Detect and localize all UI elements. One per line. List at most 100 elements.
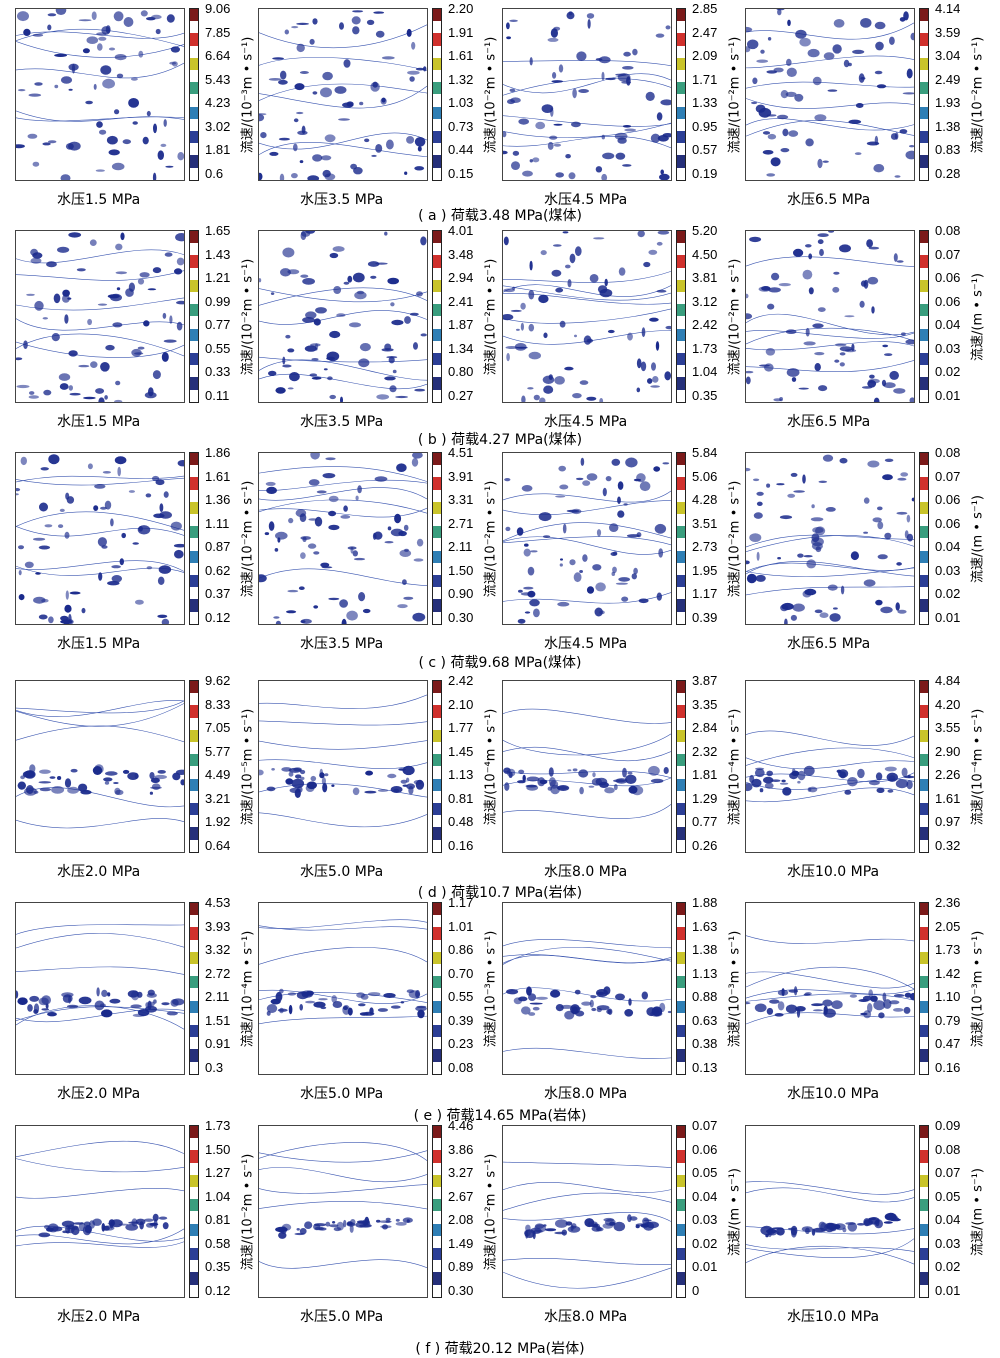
contour-line — [16, 725, 184, 743]
fracture-cluster — [903, 11, 909, 21]
colorbar-segment — [433, 562, 441, 576]
colorbar-segment — [190, 477, 198, 490]
colorbar-tick-label: 0.07 — [935, 246, 961, 262]
fracture-cluster — [667, 1010, 671, 1014]
fracture-cluster — [149, 791, 153, 795]
panel-label: 水压8.0 MPa — [544, 864, 628, 880]
colorbar-segment — [433, 489, 441, 502]
fracture-cluster — [328, 510, 337, 517]
flow-map — [15, 902, 185, 1075]
fracture-cluster — [525, 1230, 529, 1239]
fracture-cluster — [882, 344, 889, 348]
colorbar-segment — [190, 1037, 198, 1050]
colorbar-segment — [920, 766, 928, 779]
colorbar-segment — [920, 21, 928, 34]
colorbar-segment — [190, 1260, 198, 1273]
fracture-cluster — [81, 607, 86, 614]
fracture-cluster — [259, 278, 262, 283]
fracture-cluster — [386, 139, 394, 150]
colorbar-segment — [190, 118, 198, 132]
colorbar-unit-text: 流速/(10⁻²m • s⁻¹) — [240, 1153, 256, 1270]
colorbar-tick-label: 5.43 — [205, 71, 231, 87]
colorbar-segment — [677, 550, 685, 563]
colorbar-segment — [920, 742, 928, 755]
fracture-cluster — [807, 48, 820, 58]
colorbar-tick-labels: 9.62 8.33 7.05 5.77 4.49 3.21 1.92 0.64 — [205, 674, 245, 853]
fracture-cluster — [622, 164, 632, 167]
fracture-cluster — [62, 289, 70, 297]
fracture-cluster — [810, 517, 824, 522]
fracture-cluster — [78, 19, 92, 22]
fracture-cluster — [51, 786, 65, 794]
fracture-cluster — [518, 118, 529, 125]
fracture-cluster — [803, 341, 816, 346]
fracture-cluster — [312, 154, 323, 162]
flow-field-map — [746, 454, 914, 624]
colorbar-tick-label: 0.39 — [448, 1012, 474, 1028]
flow-map — [502, 902, 672, 1075]
fracture-cluster — [790, 472, 798, 477]
fracture-cluster — [767, 303, 775, 310]
fracture-cluster — [521, 1006, 531, 1015]
colorbar-tick-label: 0.83 — [935, 142, 961, 157]
colorbar-tick-label: 1.50 — [205, 1141, 231, 1157]
colorbar-segment — [433, 316, 441, 329]
panel-label: 水压1.5 MPa — [57, 414, 141, 430]
fracture-cluster — [568, 11, 573, 16]
fracture-cluster — [759, 788, 764, 793]
fracture-cluster — [808, 253, 813, 260]
fracture-cluster — [301, 125, 306, 134]
colorbar-segment — [190, 1211, 198, 1224]
fracture-cluster — [647, 378, 653, 384]
fracture-cluster — [582, 554, 588, 562]
fracture-cluster — [579, 570, 583, 573]
fracture-cluster — [823, 1008, 836, 1018]
fracture-cluster — [854, 152, 862, 156]
contour-line — [746, 1181, 914, 1195]
fracture-cluster — [104, 781, 110, 785]
contour-line — [746, 586, 914, 596]
colorbar-tick-label: 0.37 — [205, 586, 231, 601]
fracture-cluster — [48, 140, 57, 144]
fracture-cluster — [795, 1006, 806, 1012]
fracture-cluster — [313, 605, 319, 609]
fracture-cluster — [572, 768, 578, 772]
fracture-cluster — [784, 618, 788, 624]
fracture-cluster — [550, 989, 561, 998]
colorbar-tick-label: 0.03 — [935, 340, 961, 356]
colorbar-unit-label: 流速/(10⁻²m • s⁻¹) — [724, 230, 743, 403]
fracture-cluster — [333, 286, 342, 294]
fracture-cluster — [899, 129, 908, 134]
colorbar-unit-label: 流速/(10⁻⁵m • s⁻¹) — [237, 680, 256, 853]
contour-line — [259, 812, 427, 828]
fracture-cluster — [275, 531, 288, 540]
fracture-cluster — [17, 997, 28, 1005]
contour-line — [16, 703, 184, 727]
fracture-cluster — [528, 1012, 536, 1016]
colorbar-tick-label: 0.04 — [692, 1188, 718, 1204]
fracture-cluster — [145, 493, 152, 498]
colorbar-tick-label: 0.07 — [692, 1118, 718, 1133]
fracture-cluster — [339, 599, 348, 608]
fracture-cluster — [878, 1012, 885, 1019]
fracture-cluster — [560, 1004, 573, 1009]
fracture-cluster — [579, 380, 589, 385]
fracture-cluster — [527, 590, 536, 598]
fracture-cluster — [132, 121, 138, 125]
colorbar-segment — [433, 693, 441, 706]
colorbar-segment — [920, 231, 928, 244]
fracture-cluster — [857, 1223, 865, 1226]
fracture-cluster — [415, 67, 425, 71]
fracture-cluster — [394, 513, 402, 524]
colorbar-tick-label: 2.41 — [448, 293, 474, 309]
colorbar-segment — [190, 1199, 198, 1212]
fracture-cluster — [839, 244, 851, 253]
contour-line — [746, 561, 914, 577]
fracture-cluster — [594, 607, 603, 617]
fracture-cluster — [384, 541, 394, 544]
fracture-cluster — [882, 474, 893, 481]
flow-map — [15, 680, 185, 853]
colorbar-segment — [433, 243, 441, 256]
fracture-cluster — [310, 775, 317, 782]
colorbar-segment — [433, 1211, 441, 1224]
